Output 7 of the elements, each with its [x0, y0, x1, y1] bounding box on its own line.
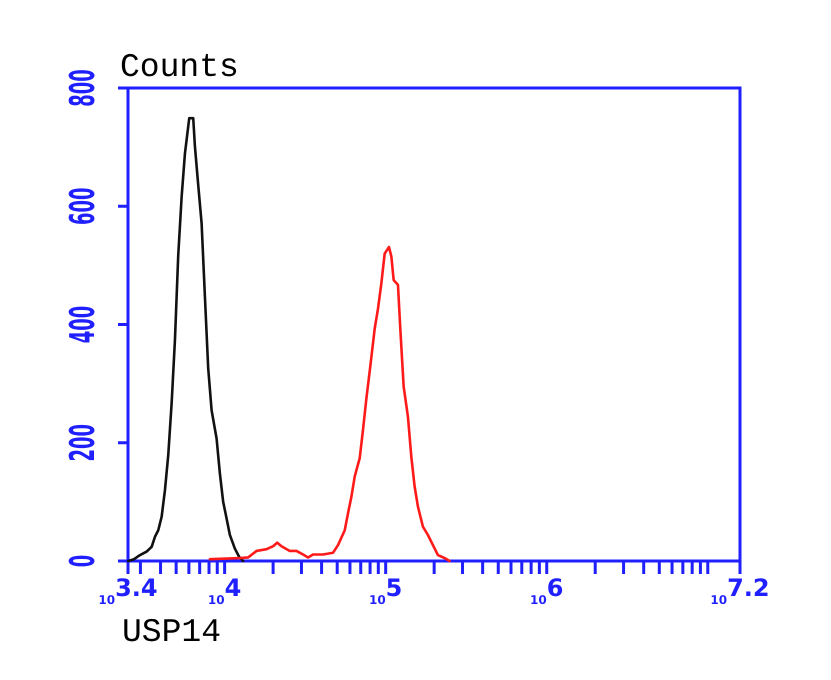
y-tick-label: 800 [64, 69, 103, 107]
x-axis-title: USP14 [122, 614, 222, 651]
y-tick-label: 200 [64, 424, 103, 462]
y-axis-title: Counts [120, 49, 239, 86]
y-tick-label: 0 [64, 554, 103, 568]
y-tick-label: 400 [64, 306, 103, 344]
y-tick-label: 600 [64, 187, 103, 226]
